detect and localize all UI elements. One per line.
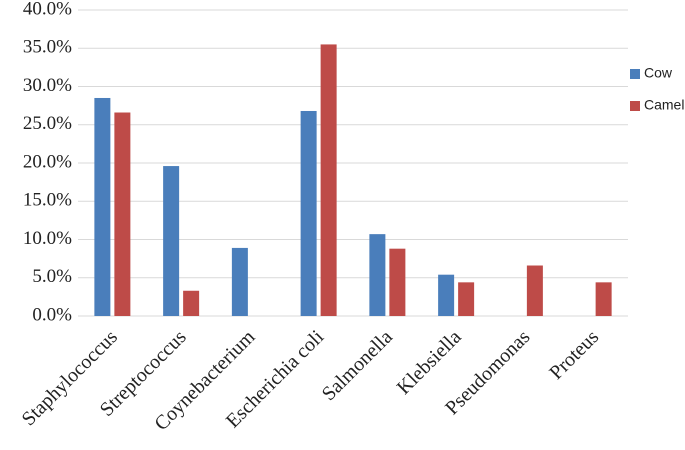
legend-label: Camel bbox=[644, 97, 684, 113]
x-tick-label: Klebsiella bbox=[393, 326, 466, 399]
y-tick-label: 35.0% bbox=[23, 37, 72, 58]
y-tick-label: 40.0% bbox=[23, 0, 72, 19]
y-tick-label: 5.0% bbox=[32, 266, 72, 287]
x-tick-label: Proteus bbox=[545, 326, 603, 384]
y-tick-label: 25.0% bbox=[23, 113, 72, 134]
y-tick-label: 30.0% bbox=[23, 75, 72, 96]
bar bbox=[369, 234, 386, 316]
bar bbox=[163, 166, 180, 316]
x-tick-label: Salmonella bbox=[318, 326, 397, 405]
bar bbox=[94, 97, 111, 316]
y-tick-label: 10.0% bbox=[23, 228, 72, 249]
bar bbox=[438, 274, 455, 316]
bar bbox=[231, 247, 248, 316]
bar bbox=[389, 248, 406, 316]
bar bbox=[114, 112, 131, 316]
legend-label: Cow bbox=[644, 65, 673, 81]
bar bbox=[300, 110, 317, 316]
legend-swatch bbox=[630, 101, 640, 111]
y-tick-label: 20.0% bbox=[23, 151, 72, 172]
bar bbox=[320, 44, 337, 317]
bar bbox=[526, 265, 543, 316]
y-tick-label: 0.0% bbox=[32, 304, 72, 325]
legend-swatch bbox=[630, 69, 640, 79]
bar bbox=[595, 282, 612, 316]
y-tick-label: 15.0% bbox=[23, 190, 72, 211]
bar bbox=[458, 282, 475, 316]
bar bbox=[183, 290, 200, 316]
